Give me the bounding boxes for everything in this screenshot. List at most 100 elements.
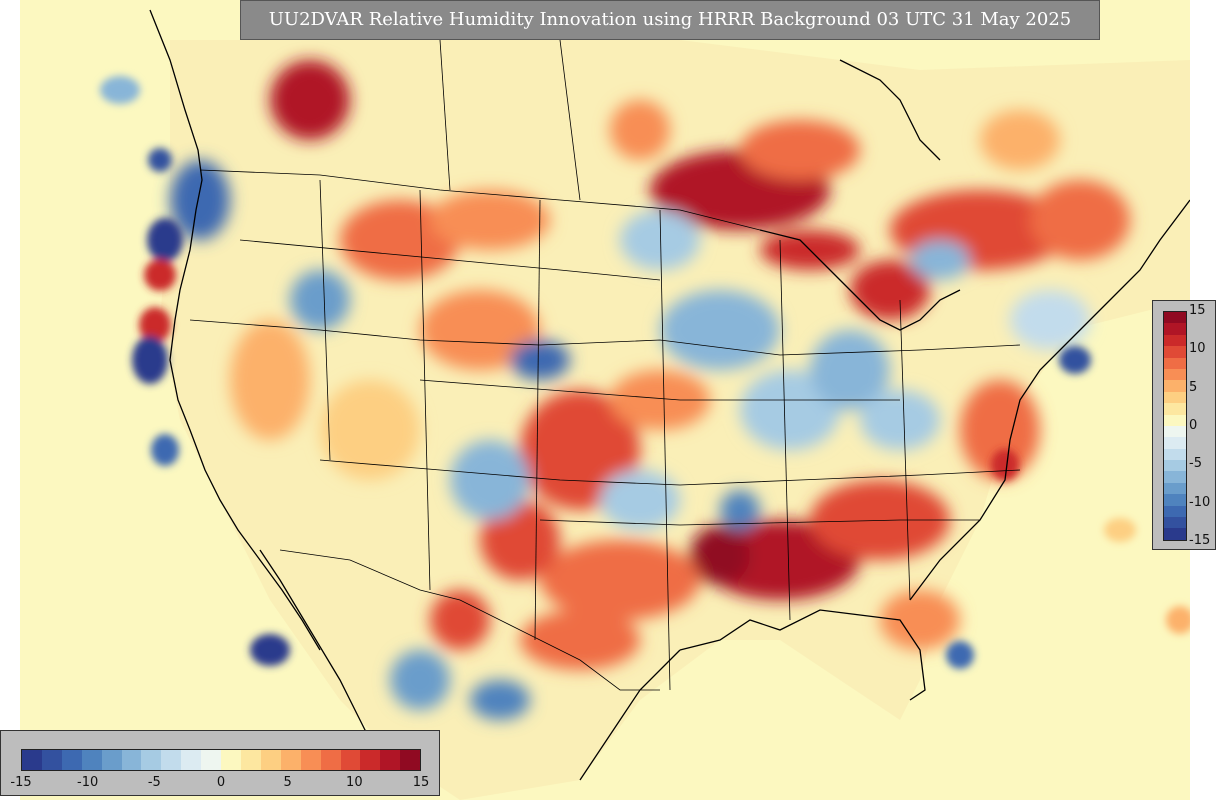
colorbar-swatch <box>161 750 182 770</box>
innovation-blob <box>430 190 550 250</box>
colorbar-swatch <box>1164 505 1186 518</box>
border <box>189 319 1021 356</box>
ocean-blob <box>151 434 179 466</box>
innovation-blob <box>720 490 760 530</box>
colorbar-tick-label: 15 <box>1189 303 1206 318</box>
colorbar-swatch <box>240 750 261 770</box>
us-canada-border <box>199 169 761 231</box>
border <box>239 239 661 281</box>
colorbar-tick-label: -15 <box>10 775 32 790</box>
colorbar-swatch <box>61 750 82 770</box>
innovation-blob <box>230 320 310 440</box>
horizontal-colorbar-strip <box>21 749 421 771</box>
innovation-blob <box>850 260 930 320</box>
colorbar-swatch <box>1164 357 1186 369</box>
innovation-field <box>170 60 1130 720</box>
innovation-blob <box>520 390 640 510</box>
colorbar-swatch <box>300 750 321 770</box>
innovation-blob <box>960 380 1040 480</box>
state-borders <box>189 39 1021 691</box>
innovation-blob <box>290 270 350 330</box>
colorbar-swatch <box>1164 380 1186 392</box>
hudson-bay <box>839 59 941 161</box>
innovation-blob <box>740 370 840 450</box>
innovation-blob <box>470 680 530 720</box>
colorbar-swatch <box>1164 312 1186 324</box>
ocean-blob <box>250 634 290 666</box>
colorbar-swatch <box>340 750 361 770</box>
colorbar-swatch <box>320 750 341 770</box>
colorbar-swatch <box>22 750 42 770</box>
innovation-blob <box>390 650 450 710</box>
map-title: UU2DVAR Relative Humidity Innovation usi… <box>240 0 1100 40</box>
gulf-coast <box>679 609 926 701</box>
innovation-blob <box>1010 290 1090 350</box>
us-mexico-border <box>279 549 660 691</box>
ocean-blob <box>1059 346 1091 374</box>
colorbar-swatch <box>280 750 301 770</box>
colorbar-tick-label: -5 <box>1189 456 1202 472</box>
innovation-blob <box>430 590 490 650</box>
colorbar-swatch <box>1164 368 1186 381</box>
innovation-blob <box>270 60 350 140</box>
border <box>539 519 980 526</box>
innovation-blob <box>610 370 710 430</box>
colorbar-swatch <box>1164 414 1186 426</box>
vertical-colorbar-strip <box>1163 311 1187 541</box>
colorbar-swatch <box>400 750 421 770</box>
innovation-blob <box>510 340 570 380</box>
map-panel <box>20 0 1190 800</box>
border <box>659 209 671 691</box>
colorbar-swatch <box>1164 448 1186 461</box>
border <box>534 199 541 641</box>
colorbar-tick-label: -10 <box>77 775 99 790</box>
ocean-blob <box>1104 518 1136 542</box>
innovation-blob <box>520 610 640 670</box>
colorbar-swatch <box>201 750 222 770</box>
border <box>559 39 581 201</box>
colorbar-swatch <box>1164 482 1186 495</box>
innovation-blob <box>660 290 780 370</box>
border <box>439 39 451 191</box>
ocean-innovation-field <box>100 76 1190 669</box>
innovation-blob <box>420 290 540 370</box>
colorbar-tick-label: 10 <box>1189 341 1206 357</box>
horizontal-colorbar: -15 -10 -5 0 5 10 15 <box>0 730 440 796</box>
colorbar-swatch <box>1164 425 1186 438</box>
ocean-blob <box>147 218 183 262</box>
border <box>899 299 911 601</box>
colorbar-swatch <box>1164 334 1186 347</box>
colorbar-swatch <box>81 750 102 770</box>
colorbar-swatch <box>1164 403 1186 415</box>
colorbar-swatch <box>181 750 202 770</box>
innovation-blob <box>810 480 950 560</box>
colorbar-swatch <box>221 750 241 770</box>
border <box>319 179 331 461</box>
colorbar-tick-label: 0 <box>1189 418 1198 433</box>
colorbar-tick-label: 5 <box>1189 379 1198 395</box>
innovation-blob <box>980 110 1060 170</box>
colorbar-swatch <box>360 750 381 770</box>
innovation-blob <box>810 330 890 410</box>
ocean-blob <box>148 148 172 172</box>
ocean-blob <box>100 76 140 104</box>
west-coast <box>149 9 321 651</box>
ocean-blob <box>946 641 974 669</box>
innovation-blob <box>1030 180 1130 260</box>
great-lakes <box>759 229 961 331</box>
innovation-blob <box>450 440 530 520</box>
border <box>319 459 1021 486</box>
colorbar-swatch <box>41 750 62 770</box>
colorbar-swatch <box>1164 460 1186 472</box>
ocean-blob <box>991 449 1019 481</box>
colorbar-swatch <box>141 750 162 770</box>
colorbar-swatch <box>1164 517 1186 529</box>
baja-coast <box>259 549 381 761</box>
vertical-colorbar: 15 10 5 0 -5 -10 -15 <box>1152 300 1216 550</box>
colorbar-swatch <box>1164 437 1186 449</box>
innovation-blob <box>610 100 670 160</box>
colorbar-tick-label: 5 <box>283 775 292 790</box>
innovation-blob <box>880 590 960 650</box>
colorbar-swatch <box>1164 346 1186 358</box>
